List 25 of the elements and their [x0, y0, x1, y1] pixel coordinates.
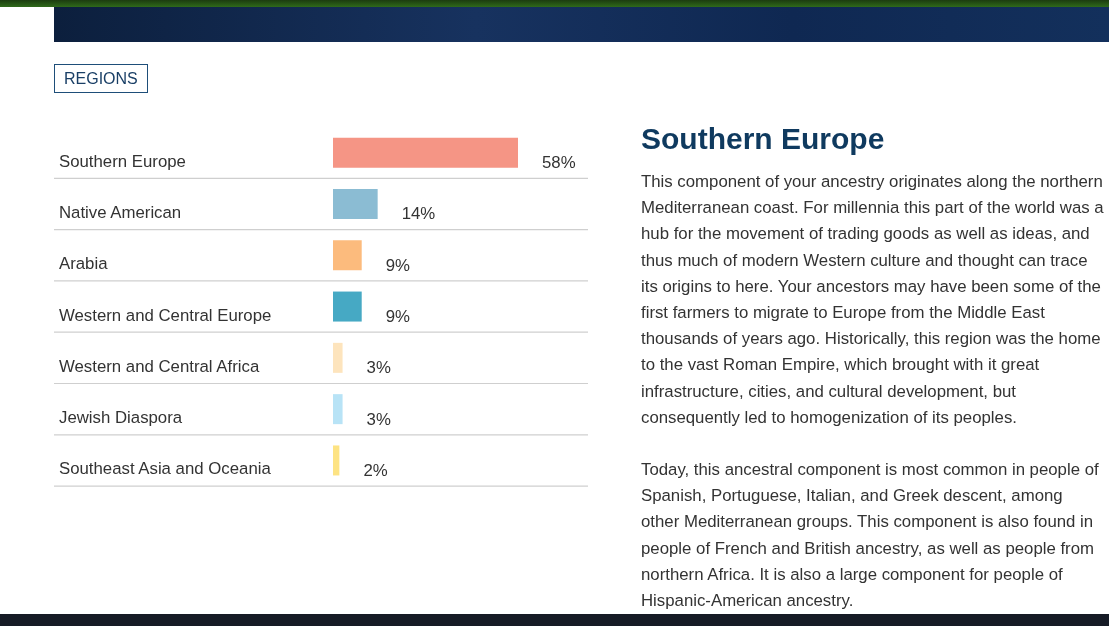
text: Southern Europe	[641, 121, 886, 157]
bar	[333, 445, 340, 476]
text: Today, this ancestral component is most common in people of Spanish, Portuguese, Italian, and Greek descent, among other Mediterranean groups. This component is also found in people of French and British ancestry, as well as people from northern Africa. It is also a large component for people of Hispanic-American ancestry.	[641, 459, 1100, 613]
data-label: 2%	[363, 460, 388, 480]
y-tick-label: Southeast Asia and Oceania	[59, 459, 272, 479]
y-tick-label: Western and Central Africa	[59, 356, 260, 376]
bar	[333, 394, 343, 425]
data-label: 3%	[366, 358, 391, 378]
bar	[333, 291, 362, 322]
y-tick-label: Native American	[59, 202, 182, 222]
bar	[333, 137, 518, 168]
data-label: 14%	[401, 204, 436, 224]
bar	[333, 188, 378, 219]
text: REGIONS	[54, 64, 148, 93]
y-tick-label: Arabia	[59, 254, 109, 274]
data-label: 9%	[385, 307, 411, 327]
bar	[333, 240, 362, 271]
y-tick-label: Jewish Diaspora	[59, 408, 183, 428]
data-label: 58%	[542, 153, 576, 173]
y-tick-label: Southern Europe	[59, 151, 186, 171]
y-tick-label: Western and Central Europe	[59, 305, 272, 325]
bar	[333, 342, 343, 373]
text: This component of your ancestry originates along the northern Mediterranean coast. For millennia this part of the world was a hub for the movement of trading goods as well as ideas, and thus much of modern Western culture and thought can trace its origins to here. Your ancestors may have been some of the first farmers to migrate to Europe from the Middle East thousands of years ago. Historically, this region was the home to the vast Roman Empire, which brought with it great infrastructure, cities, and cultural development, but consequently led to homogenization of its peoples.	[641, 172, 1104, 427]
data-label: 9%	[385, 255, 411, 275]
data-label: 3%	[366, 409, 391, 429]
